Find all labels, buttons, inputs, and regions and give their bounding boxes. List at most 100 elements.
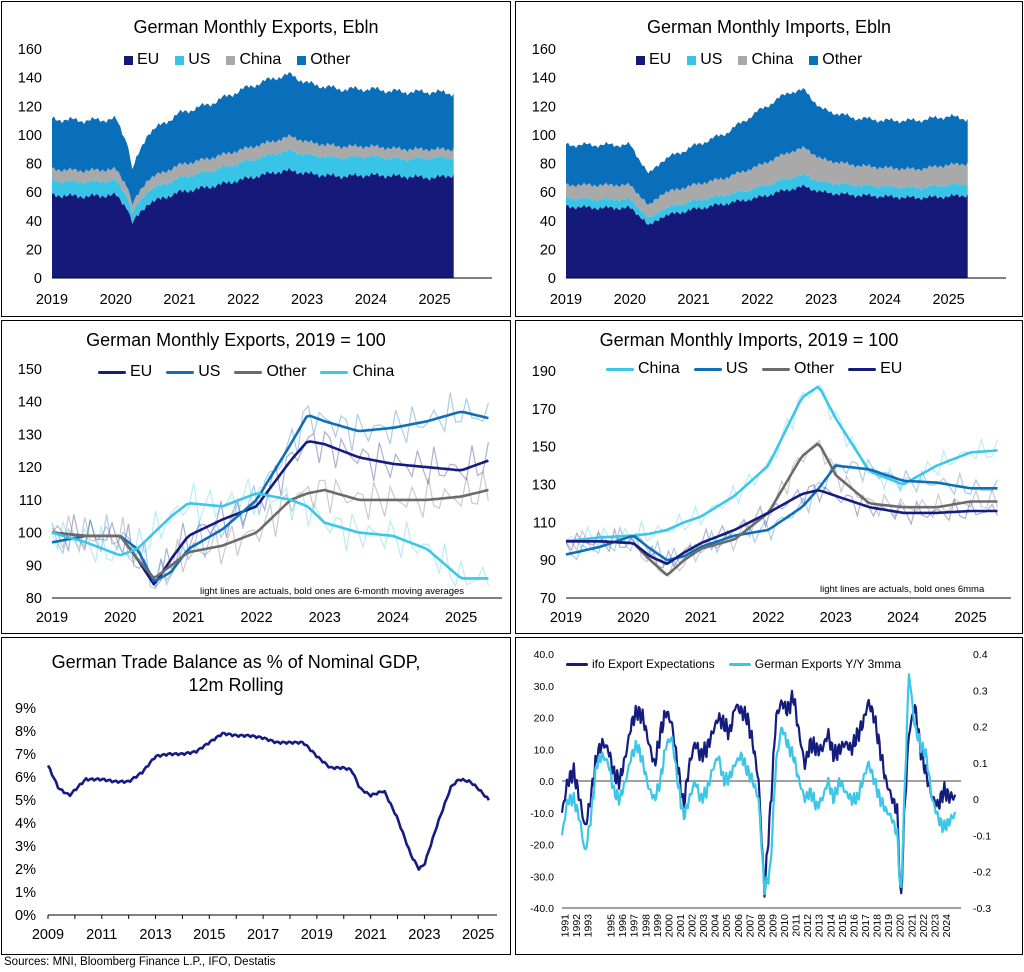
x-tick-label: 1995 — [606, 914, 618, 938]
legend-item-ifo: ifo Export Expectations — [566, 657, 715, 671]
area-eu — [52, 167, 454, 278]
area-china — [52, 134, 454, 214]
y-tick-label: 90 — [540, 553, 556, 569]
legend-item-us: US — [687, 51, 722, 69]
x-tick-label: 2019 — [36, 610, 68, 626]
y-tick-label: 150 — [532, 440, 556, 456]
x-tick-label: 2020 — [100, 292, 132, 308]
panel-ifo-exports: ifo Export Expectations German Exports Y… — [515, 637, 1023, 955]
x-tick-label: 2020 — [104, 610, 136, 626]
x-tick-label: 2010 — [779, 914, 791, 938]
y-tick-label: 20 — [540, 242, 556, 258]
actual-line-us — [51, 392, 489, 590]
x-tick-label: 2025 — [418, 292, 450, 308]
y-tick-label: 140 — [532, 71, 556, 87]
x-tick-label: 2024 — [869, 292, 901, 308]
legend-item-us: US — [693, 360, 748, 378]
legend-item-other: Other — [809, 51, 862, 69]
x-tick-label: 2023 — [820, 610, 852, 626]
x-tick-label: 2021 — [906, 914, 918, 938]
y-left-tick-label: -10.0 — [530, 808, 554, 820]
x-tick-label: 2023 — [408, 927, 440, 943]
y-tick-label: 6% — [15, 770, 36, 786]
x-tick-label: 2015 — [837, 914, 849, 938]
legend-item-china: China — [226, 51, 281, 69]
legend-ifo-exports: ifo Export Expectations German Exports Y… — [566, 657, 901, 671]
chart-note-imports-index: light lines are actuals, bold ones 6mma — [820, 584, 985, 595]
y-tick-label: 60 — [540, 185, 556, 201]
y-tick-label: 60 — [26, 185, 42, 201]
chart-title-trade-balance-line1: German Trade Balance as % of Nominal GDP… — [51, 652, 421, 672]
x-tick-label: 2022 — [918, 914, 930, 938]
chart-note-exports-index: light lines are actuals, bold ones are 6… — [200, 586, 465, 597]
area-eu — [566, 184, 968, 278]
legend-item-other: Other — [234, 363, 306, 381]
area-us — [566, 172, 968, 225]
actual-line-other — [565, 439, 999, 578]
y-tick-label: 130 — [18, 427, 42, 443]
x-tick-label: 2002 — [687, 914, 699, 938]
x-tick-label: 1998 — [640, 914, 652, 938]
legend-item-china: China — [320, 363, 394, 381]
y-tick-label: 110 — [533, 515, 556, 531]
x-tick-label: 2024 — [887, 610, 919, 626]
x-tick-label: 2009 — [767, 914, 779, 938]
x-tick-label: 2022 — [240, 610, 272, 626]
actual-line-other — [51, 470, 489, 583]
x-tick-label: 2019 — [36, 292, 68, 308]
y-tick-label: 20 — [26, 242, 42, 258]
german-exports-yy-line — [560, 673, 957, 896]
y-tick-label: 110 — [19, 493, 42, 509]
legend-item-other: Other — [762, 360, 834, 378]
y-tick-label: 120 — [18, 460, 42, 476]
ma-line-china — [51, 492, 489, 580]
area-other — [566, 88, 968, 205]
y-left-tick-label: 20.0 — [534, 713, 555, 725]
y-tick-label: 190 — [532, 364, 556, 380]
x-tick-label: 2004 — [710, 914, 722, 938]
area-us — [52, 148, 454, 224]
x-tick-label: 2011 — [86, 927, 117, 943]
y-tick-label: 8% — [15, 724, 36, 740]
x-tick-label: 2005 — [721, 914, 733, 938]
y-right-tick-label: 0.3 — [973, 685, 988, 697]
panel-imports-index: German Monthly Imports, 2019 = 100 China… — [515, 320, 1023, 634]
legend-item-china: China — [606, 360, 680, 378]
panel-exports-ebln: German Monthly Exports, Ebln EU US China… — [1, 1, 511, 317]
x-tick-label: 1993 — [582, 914, 594, 938]
x-tick-label: 2024 — [377, 610, 409, 626]
x-tick-label: 2022 — [741, 292, 773, 308]
x-tick-label: 2025 — [954, 610, 986, 626]
y-tick-label: 120 — [532, 99, 556, 115]
x-tick-label: 2001 — [675, 914, 687, 938]
x-tick-label: 2018 — [872, 914, 884, 938]
x-tick-label: 2019 — [550, 292, 582, 308]
y-right-tick-label: 0 — [973, 794, 979, 806]
x-tick-label: 1992 — [571, 914, 583, 938]
x-tick-label: 2013 — [139, 927, 171, 943]
x-tick-label: 2008 — [756, 914, 768, 938]
legend-item-exports-yy: German Exports Y/Y 3mma — [728, 657, 901, 671]
x-tick-label: 2006 — [733, 914, 745, 938]
area-china — [566, 145, 968, 218]
ifo-export-expectations-line — [560, 689, 957, 898]
actual-line-eu — [565, 484, 999, 569]
legend-item-eu: EU — [848, 360, 902, 378]
chart-title-trade-balance-line2: 12m Rolling — [188, 675, 284, 695]
y-tick-label: 160 — [18, 42, 42, 58]
y-right-tick-label: -0.2 — [973, 867, 991, 879]
x-tick-label: 2024 — [355, 292, 387, 308]
y-tick-label: 120 — [18, 99, 42, 115]
x-tick-label: 2019 — [550, 610, 582, 626]
y-tick-label: 80 — [26, 157, 42, 173]
x-tick-label: 2023 — [291, 292, 323, 308]
chart-ifo-exports: -40.0 -30.0 -20.0 -10.0 0.0 10.0 20.0 30.0 40.0 -… — [530, 649, 991, 938]
legend-imports-index: China US Other EU — [606, 360, 902, 378]
x-tick-label: 2022 — [752, 610, 784, 626]
ma-line-china — [565, 385, 998, 543]
x-tick-label: 2016 — [848, 914, 860, 938]
panel-exports-index: German Monthly Exports, 2019 = 100 EU US… — [1, 320, 511, 634]
y-tick-label: 170 — [532, 402, 556, 418]
x-tick-label: 2021 — [677, 292, 709, 308]
y-tick-label: 40 — [540, 214, 556, 230]
